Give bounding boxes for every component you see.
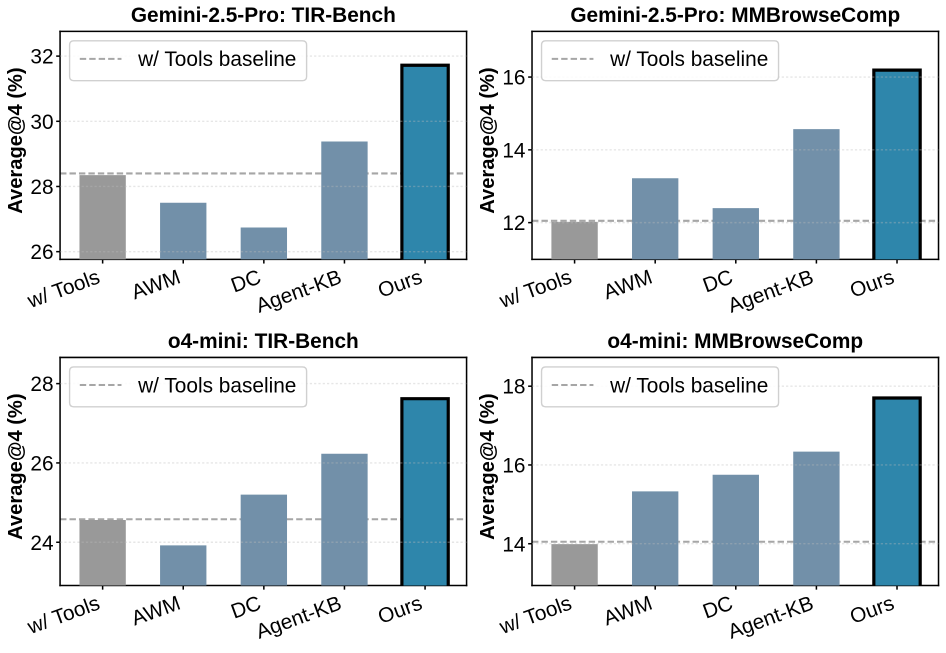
svg-text:28: 28 xyxy=(30,176,53,199)
svg-text:16: 16 xyxy=(502,455,525,478)
svg-text:12: 12 xyxy=(502,212,525,235)
svg-text:32: 32 xyxy=(30,46,53,69)
svg-text:w/ Tools baseline: w/ Tools baseline xyxy=(609,48,768,71)
svg-text:26: 26 xyxy=(30,452,53,475)
svg-text:14: 14 xyxy=(502,139,525,162)
svg-text:16: 16 xyxy=(502,67,525,90)
svg-text:Gemini-2.5-Pro: TIR-Bench: Gemini-2.5-Pro: TIR-Bench xyxy=(131,4,396,27)
svg-text:Average@4 (%): Average@4 (%) xyxy=(5,393,27,539)
svg-text:Average@4 (%): Average@4 (%) xyxy=(477,393,499,539)
svg-text:Average@4 (%): Average@4 (%) xyxy=(5,67,27,213)
svg-text:28: 28 xyxy=(30,373,53,396)
svg-text:o4-mini: TIR-Bench: o4-mini: TIR-Bench xyxy=(168,330,359,353)
svg-text:o4-mini: MMBrowseComp: o4-mini: MMBrowseComp xyxy=(607,330,863,353)
svg-text:w/ Tools baseline: w/ Tools baseline xyxy=(137,48,296,71)
svg-text:w/ Tools baseline: w/ Tools baseline xyxy=(137,374,296,397)
svg-text:Average@4 (%): Average@4 (%) xyxy=(477,67,499,213)
svg-text:14: 14 xyxy=(502,533,525,556)
svg-text:26: 26 xyxy=(30,241,53,264)
svg-text:Gemini-2.5-Pro: MMBrowseComp: Gemini-2.5-Pro: MMBrowseComp xyxy=(570,4,900,27)
svg-text:24: 24 xyxy=(30,532,53,555)
svg-text:30: 30 xyxy=(30,111,53,134)
svg-text:w/ Tools baseline: w/ Tools baseline xyxy=(609,374,768,397)
svg-text:18: 18 xyxy=(502,376,525,399)
